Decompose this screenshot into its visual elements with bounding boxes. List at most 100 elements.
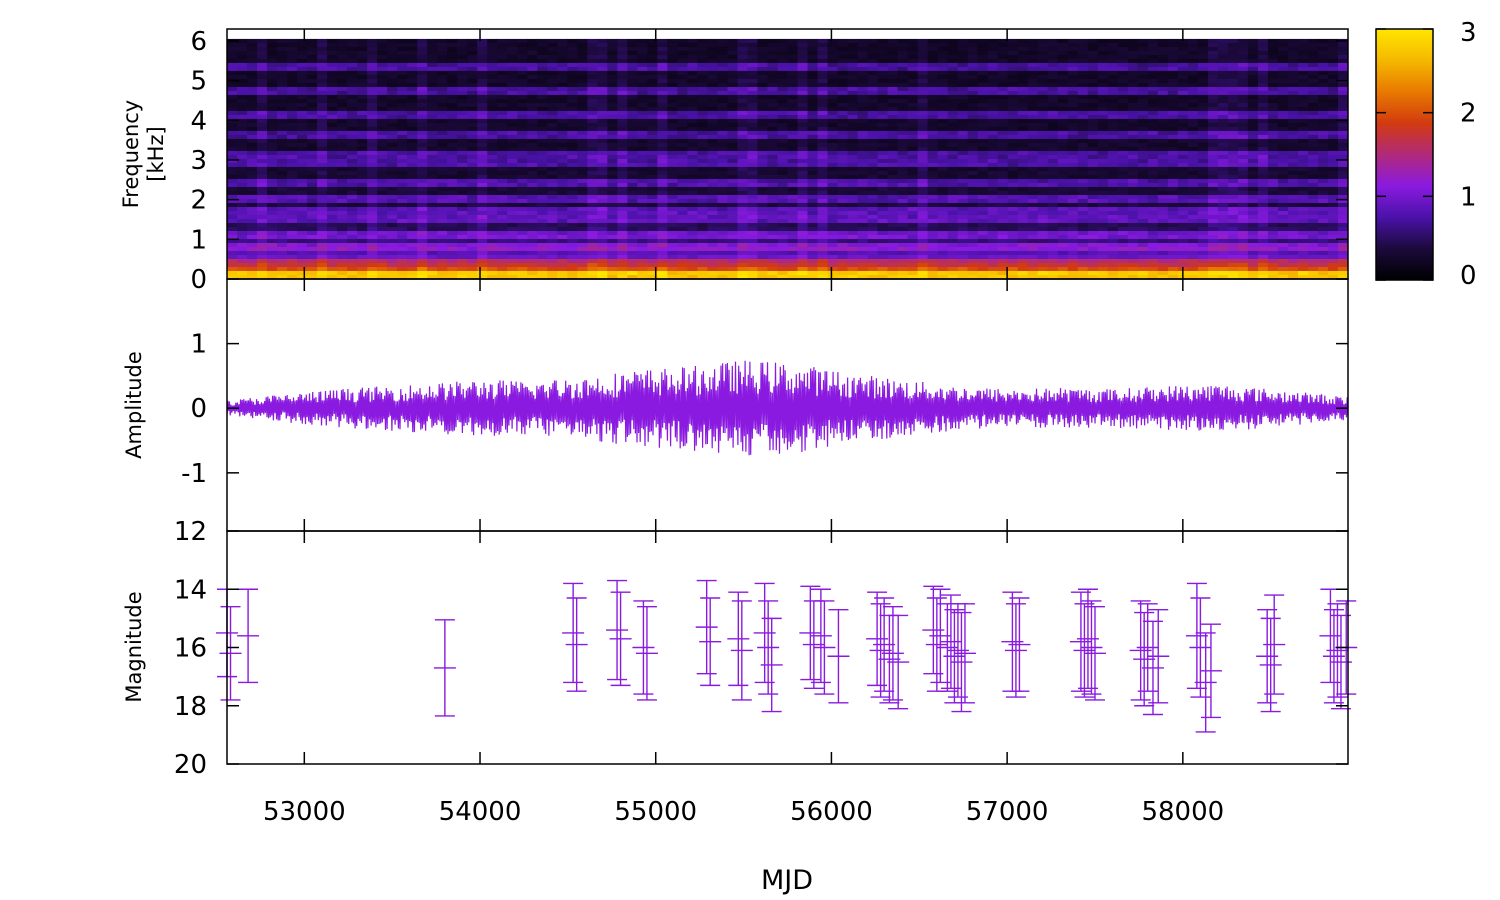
spectrogram-cell — [937, 254, 949, 260]
spectrogram-cell — [387, 190, 398, 196]
spectrogram-cell — [837, 122, 849, 128]
spectrogram-cell — [377, 267, 388, 272]
spectrogram-cell — [747, 254, 759, 260]
spectrogram-cell — [687, 62, 699, 68]
spectrogram-cell — [507, 46, 518, 52]
spectrogram-cell — [667, 254, 678, 260]
spectrogram-cell — [857, 146, 869, 152]
spectrogram-cell — [627, 250, 638, 256]
spectrogram-cell — [567, 118, 578, 124]
spectrogram-cell — [537, 170, 548, 176]
spectrogram-cell — [477, 122, 488, 128]
spectrogram-cell — [747, 118, 759, 124]
spectrogram-cell — [607, 58, 618, 64]
spectrogram-cell — [677, 234, 689, 240]
spectrogram-cell — [677, 238, 689, 244]
spectrogram-cell — [267, 58, 278, 64]
spectrogram-cell — [977, 166, 989, 172]
spectrogram-cell — [807, 102, 819, 108]
spectrogram-cell — [227, 202, 238, 208]
spectrogram-cell — [777, 271, 789, 276]
spectrogram-cell — [807, 186, 819, 192]
spectrogram-cell — [287, 78, 298, 84]
spectrogram-cell — [957, 230, 969, 236]
spectrogram-cell — [297, 158, 308, 164]
spectrogram-cell — [327, 38, 338, 44]
spectrogram-cell — [307, 218, 318, 224]
spectrogram-cell — [397, 66, 408, 72]
spectrogram-cell — [727, 122, 739, 128]
spectrogram-cell — [797, 42, 809, 48]
spectrogram-cell — [527, 150, 538, 156]
spectrogram-cell — [877, 58, 889, 64]
spectrogram-cell — [987, 174, 999, 180]
spectrogram-cell — [457, 238, 468, 244]
spectrogram-cell — [247, 254, 258, 260]
spectrogram-cell — [387, 210, 398, 216]
spectrogram-cell — [617, 54, 628, 60]
spectrogram-cell — [837, 102, 849, 108]
spectrogram-cell — [327, 202, 338, 208]
spectrogram-cell — [627, 114, 638, 120]
spectrogram-cell — [407, 74, 418, 80]
spectrogram-cell — [867, 158, 879, 164]
spectrogram-cell — [947, 38, 959, 44]
spectrogram-cell — [687, 102, 699, 108]
spectrogram-cell — [597, 130, 608, 136]
spectrogram-cell — [767, 74, 779, 80]
spectrogram-cell — [607, 178, 618, 184]
spectrogram-cell — [947, 238, 959, 244]
spectrogram-cell — [517, 202, 528, 208]
spectrogram-cell — [517, 182, 528, 188]
spectrogram-cell — [827, 170, 839, 176]
spectrogram-cell — [527, 130, 538, 136]
spectrogram-cell — [247, 58, 258, 64]
spectrogram-cell — [317, 130, 328, 136]
spectrogram-cell — [727, 126, 739, 132]
spectrogram-cell — [787, 90, 799, 96]
spectrogram-cell — [237, 158, 248, 164]
spectrogram-cell — [737, 214, 749, 220]
spectrogram-cell — [397, 242, 408, 248]
spectrogram-cell — [787, 134, 799, 140]
spectrogram-cell — [887, 130, 899, 136]
spectrogram-cell — [837, 150, 849, 156]
spectrogram-cell — [1047, 98, 1059, 104]
spectrogram-cell — [357, 258, 368, 264]
spectrogram-cell — [817, 194, 829, 200]
spectrogram-cell — [457, 202, 468, 208]
spectrogram-cell — [327, 254, 338, 260]
spectrogram-cell — [507, 130, 518, 136]
spectrogram-cell — [687, 218, 699, 224]
spectrogram-cell — [647, 58, 658, 64]
spectrogram-cell — [797, 170, 809, 176]
spectrogram-cell — [717, 166, 729, 172]
spectrogram-cell — [277, 170, 288, 176]
spectrogram-cell — [777, 267, 789, 272]
spectrogram-cell — [617, 250, 628, 256]
spectrogram-cell — [917, 206, 929, 212]
spectrogram-cell — [647, 202, 658, 208]
spectrogram-cell — [1027, 254, 1039, 260]
spectrogram-cell — [747, 82, 759, 88]
spectrogram-cell — [547, 194, 558, 200]
spectrogram-cell — [377, 138, 388, 144]
spectrogram-cell — [657, 134, 668, 140]
spectrogram-cell — [397, 271, 408, 276]
spectrogram-cell — [797, 158, 809, 164]
spectrogram-cell — [317, 46, 328, 52]
spectrogram-cell — [737, 238, 749, 244]
spectrogram-cell — [697, 206, 709, 212]
spectrogram-cell — [757, 202, 769, 208]
spectrogram-cell — [437, 122, 448, 128]
spectrogram-cell — [417, 54, 428, 60]
spectrogram-cell — [767, 186, 779, 192]
spectrogram-cell — [227, 102, 238, 108]
spectrogram-cell — [407, 186, 418, 192]
spectrogram-cell — [257, 226, 268, 232]
spectrogram-cell — [707, 50, 719, 56]
spectrogram-cell — [827, 246, 839, 252]
spectrogram-cell — [1007, 46, 1019, 52]
spectrogram-cell — [677, 50, 689, 56]
spectrogram-cell — [807, 222, 819, 228]
